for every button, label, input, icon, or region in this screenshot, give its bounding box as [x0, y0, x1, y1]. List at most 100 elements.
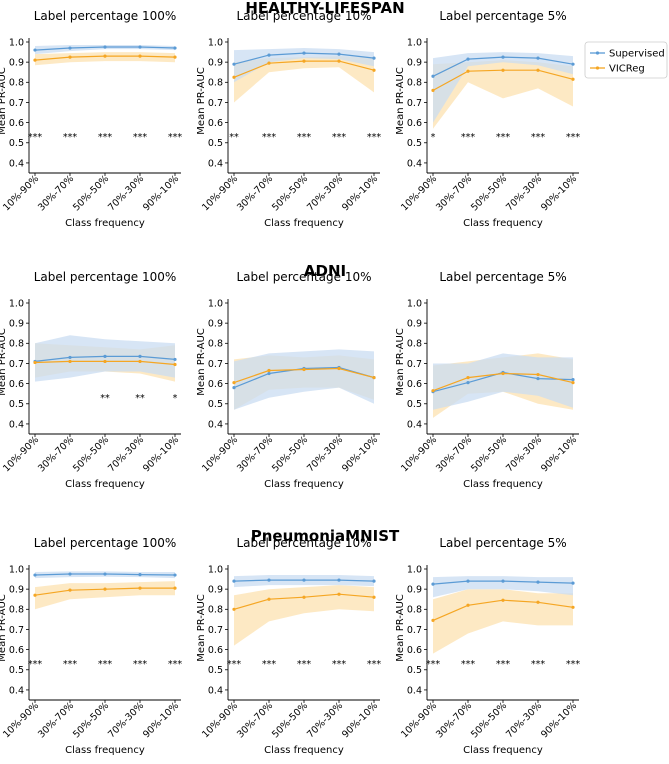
x-tick-label-r1p1-2: 50%-50% — [270, 434, 310, 474]
y-tick-label-r0p1-6: 1.0 — [208, 37, 223, 48]
significance-r2p0-2: *** — [98, 659, 113, 670]
x-axis-label-r2p1: Class frequency — [264, 745, 344, 756]
y-tick-label-r0p2-6: 1.0 — [407, 37, 422, 48]
y-axis-label-r2p1: Mean PR-AUC — [196, 594, 207, 662]
supervised-point-r0p2-0 — [431, 74, 435, 78]
x-tick-label-r0p0-0: 10%-90% — [1, 173, 41, 213]
vicreg-point-r1p0-0 — [33, 360, 37, 365]
significance-r2p0-0: *** — [28, 659, 43, 670]
supervised-point-r0p2-3 — [536, 56, 540, 60]
supervised-point-r2p1-4 — [372, 579, 376, 583]
y-axis-label-r1p1: Mean PR-AUC — [196, 328, 207, 396]
significance-r0p0-1: *** — [63, 132, 78, 143]
supervised-point-r1p2-4 — [571, 377, 575, 382]
x-tick-label-r2p1-3: 70%-30% — [305, 700, 345, 740]
panel-title-r1p2: Label percentage 5% — [439, 270, 566, 284]
x-tick-label-r0p1-3: 70%-30% — [305, 173, 345, 213]
y-tick-label-r2p1-6: 1.0 — [208, 564, 223, 575]
supervised-point-r2p2-0 — [431, 582, 435, 586]
vicreg-point-r0p1-4 — [372, 68, 376, 72]
x-tick-label-r1p2-2: 50%-50% — [469, 434, 509, 474]
x-tick-label-r0p2-4: 90%-10% — [539, 173, 579, 213]
significance-r0p0-2: *** — [98, 132, 113, 143]
panel-title-r0p2: Label percentage 5% — [439, 9, 566, 23]
x-tick-label-r1p1-0: 10%-90% — [200, 434, 240, 474]
y-axis-label-r2p0: Mean PR-AUC — [0, 594, 8, 662]
y-tick-label-r0p1-2: 0.6 — [208, 118, 223, 129]
vicreg-point-r0p0-4 — [173, 55, 177, 59]
vicreg-point-r0p0-3 — [138, 54, 142, 58]
vicreg-point-r1p2-4 — [571, 381, 575, 385]
y-tick-label-r0p0-4: 0.8 — [9, 78, 24, 89]
supervised-point-r2p2-4 — [571, 581, 575, 585]
y-tick-label-r2p2-4: 0.8 — [407, 605, 422, 616]
x-tick-label-r2p2-0: 10%-90% — [399, 700, 439, 740]
y-tick-label-r2p2-0: 0.4 — [407, 685, 422, 696]
vicreg-point-r2p2-4 — [571, 605, 575, 609]
supervised-point-r2p1-0 — [232, 579, 236, 583]
significance-r0p1-0: ** — [229, 132, 239, 143]
x-tick-label-r0p2-1: 30%-70% — [434, 173, 474, 213]
vicreg-point-r2p0-0 — [33, 593, 37, 597]
significance-r0p1-4: *** — [367, 132, 382, 143]
supervised-point-r0p0-2 — [103, 45, 107, 49]
y-tick-label-r0p0-3: 0.7 — [9, 98, 24, 109]
y-tick-label-r0p2-4: 0.8 — [407, 78, 422, 89]
legend-label-1: VICReg — [609, 64, 645, 75]
significance-r2p0-3: *** — [133, 659, 148, 670]
supervised-point-r2p0-4 — [173, 573, 177, 577]
y-axis-label-r0p0: Mean PR-AUC — [0, 67, 8, 135]
y-tick-label-r1p0-3: 0.7 — [9, 359, 24, 370]
y-axis-label-r0p2: Mean PR-AUC — [395, 67, 406, 135]
y-tick-label-r0p1-3: 0.7 — [208, 98, 223, 109]
vicreg-point-r2p1-2 — [302, 595, 306, 599]
supervised-point-r2p1-3 — [337, 578, 341, 582]
panel-title-r2p2: Label percentage 5% — [439, 536, 566, 550]
vicreg-point-r1p2-2 — [501, 371, 505, 376]
x-tick-label-r1p1-3: 70%-30% — [305, 434, 345, 474]
supervised-point-r0p1-4 — [372, 56, 376, 60]
x-axis-label-r1p0: Class frequency — [65, 479, 145, 490]
vicreg-point-r0p2-0 — [431, 88, 435, 92]
vicreg-point-r0p1-1 — [267, 61, 271, 65]
x-tick-label-r0p1-1: 30%-70% — [235, 173, 275, 213]
vicreg-point-r1p1-0 — [232, 381, 236, 385]
y-tick-label-r0p0-2: 0.6 — [9, 118, 24, 129]
y-tick-label-r1p2-3: 0.7 — [407, 359, 422, 370]
supervised-point-r2p1-1 — [267, 578, 271, 582]
y-tick-label-r2p2-5: 0.9 — [407, 585, 422, 596]
y-tick-label-r2p1-3: 0.7 — [208, 625, 223, 636]
significance-r0p0-3: *** — [133, 132, 148, 143]
x-tick-label-r0p0-2: 50%-50% — [71, 173, 111, 213]
supervised-point-r1p2-1 — [466, 381, 470, 385]
supervised-point-r0p0-4 — [173, 46, 177, 50]
supervised-point-r1p0-3 — [138, 354, 142, 359]
x-tick-label-r1p1-4: 90%-10% — [340, 434, 380, 474]
vicreg-point-r2p1-0 — [232, 607, 236, 611]
vicreg-point-r1p0-2 — [103, 359, 107, 364]
y-tick-label-r2p0-0: 0.4 — [9, 685, 24, 696]
significance-r2p0-4: *** — [168, 659, 183, 670]
panel-title-r0p1: Label percentage 10% — [237, 9, 372, 23]
vicreg-point-r1p0-3 — [138, 359, 142, 364]
vicreg-point-r0p2-2 — [501, 68, 505, 72]
y-tick-label-r1p1-1: 0.5 — [208, 399, 223, 410]
y-tick-label-r2p2-1: 0.5 — [407, 665, 422, 676]
significance-r0p1-3: *** — [332, 132, 347, 143]
vicreg-point-r1p2-1 — [466, 375, 470, 380]
x-axis-label-r2p0: Class frequency — [65, 745, 145, 756]
supervised-point-r1p0-1 — [68, 355, 72, 360]
x-tick-label-r0p1-2: 50%-50% — [270, 173, 310, 213]
x-tick-label-r2p2-2: 50%-50% — [469, 700, 509, 740]
supervised-band-r1p0 — [35, 335, 175, 382]
x-tick-label-r0p0-4: 90%-10% — [141, 173, 181, 213]
y-tick-label-r2p2-2: 0.6 — [407, 645, 422, 656]
y-tick-label-r0p1-1: 0.5 — [208, 138, 223, 149]
x-tick-label-r2p2-1: 30%-70% — [434, 700, 474, 740]
y-tick-label-r1p0-6: 1.0 — [9, 298, 24, 309]
significance-r0p2-0: * — [431, 132, 436, 143]
significance-r2p0-1: *** — [63, 659, 78, 670]
y-tick-label-r1p0-4: 0.8 — [9, 339, 24, 350]
supervised-point-r2p2-1 — [466, 579, 470, 583]
